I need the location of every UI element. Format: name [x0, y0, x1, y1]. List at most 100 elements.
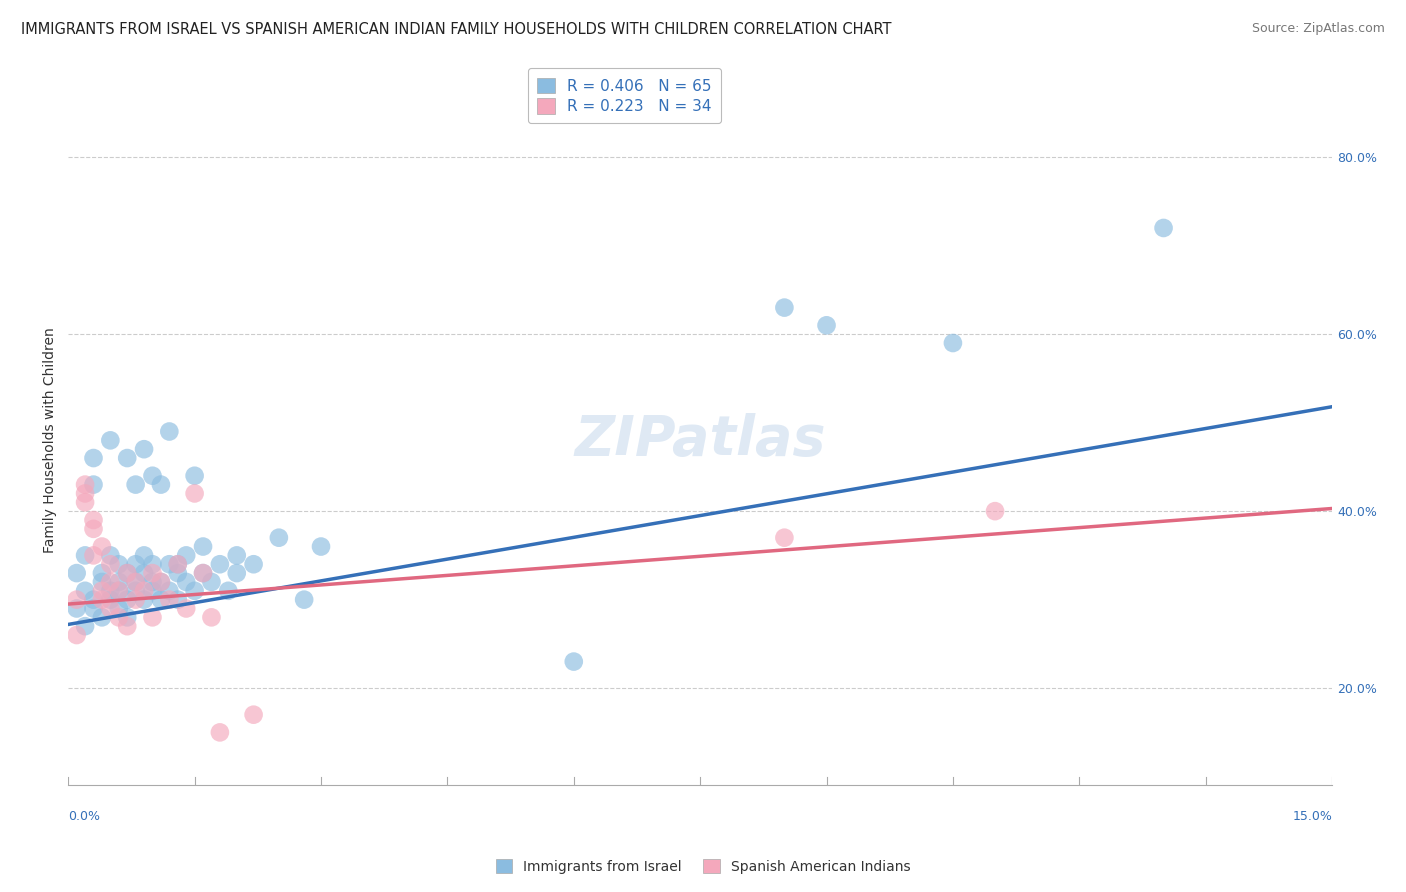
Point: [208, 725, 231, 739]
Point: [90, 540, 112, 554]
Point: [83, 477, 105, 491]
Point: [107, 601, 129, 615]
Point: [83, 522, 105, 536]
Point: [166, 592, 188, 607]
Point: [83, 451, 105, 466]
Text: ZIPatlas: ZIPatlas: [575, 413, 825, 467]
Point: [1153, 221, 1175, 235]
Point: [83, 601, 105, 615]
Point: [124, 558, 146, 572]
Point: [132, 583, 155, 598]
Point: [115, 566, 138, 580]
Point: [75, 477, 97, 491]
Legend: R = 0.406   N = 65, R = 0.223   N = 34: R = 0.406 N = 65, R = 0.223 N = 34: [527, 69, 721, 123]
Point: [75, 495, 97, 509]
Point: [141, 583, 163, 598]
Point: [166, 558, 188, 572]
Point: [75, 619, 97, 633]
Point: [75, 486, 97, 500]
Point: [124, 592, 146, 607]
Point: [66, 601, 89, 615]
Point: [942, 336, 965, 351]
Point: [132, 566, 155, 580]
Point: [107, 610, 129, 624]
Point: [98, 583, 121, 598]
Point: [115, 451, 138, 466]
Y-axis label: Family Households with Children: Family Households with Children: [44, 327, 58, 553]
Point: [90, 592, 112, 607]
Point: [149, 574, 172, 589]
Point: [166, 566, 188, 580]
Point: [132, 442, 155, 457]
Point: [183, 486, 205, 500]
Point: [141, 468, 163, 483]
Point: [66, 566, 89, 580]
Point: [107, 583, 129, 598]
Point: [98, 558, 121, 572]
Text: IMMIGRANTS FROM ISRAEL VS SPANISH AMERICAN INDIAN FAMILY HOUSEHOLDS WITH CHILDRE: IMMIGRANTS FROM ISRAEL VS SPANISH AMERIC…: [21, 22, 891, 37]
Point: [115, 566, 138, 580]
Legend: Immigrants from Israel, Spanish American Indians: Immigrants from Israel, Spanish American…: [489, 852, 917, 880]
Point: [157, 558, 180, 572]
Point: [98, 574, 121, 589]
Point: [124, 574, 146, 589]
Point: [75, 583, 97, 598]
Point: [157, 425, 180, 439]
Point: [141, 566, 163, 580]
Point: [292, 592, 315, 607]
Point: [90, 610, 112, 624]
Point: [132, 549, 155, 563]
Point: [183, 583, 205, 598]
Point: [149, 574, 172, 589]
Point: [66, 592, 89, 607]
Point: [107, 583, 129, 598]
Point: [208, 558, 231, 572]
Point: [98, 601, 121, 615]
Point: [75, 549, 97, 563]
Point: [242, 707, 264, 722]
Point: [191, 566, 214, 580]
Text: 15.0%: 15.0%: [1292, 811, 1331, 823]
Point: [191, 540, 214, 554]
Text: Source: ZipAtlas.com: Source: ZipAtlas.com: [1251, 22, 1385, 36]
Point: [98, 592, 121, 607]
Point: [149, 477, 172, 491]
Point: [115, 610, 138, 624]
Point: [242, 558, 264, 572]
Point: [98, 434, 121, 448]
Point: [225, 566, 247, 580]
Point: [225, 549, 247, 563]
Point: [90, 583, 112, 598]
Point: [90, 566, 112, 580]
Point: [98, 549, 121, 563]
Point: [115, 619, 138, 633]
Point: [174, 574, 197, 589]
Point: [183, 468, 205, 483]
Point: [984, 504, 1007, 518]
Point: [562, 655, 585, 669]
Point: [141, 558, 163, 572]
Point: [773, 301, 796, 315]
Point: [141, 574, 163, 589]
Point: [174, 601, 197, 615]
Point: [200, 574, 222, 589]
Point: [157, 592, 180, 607]
Point: [157, 583, 180, 598]
Point: [107, 574, 129, 589]
Point: [773, 531, 796, 545]
Point: [132, 592, 155, 607]
Point: [66, 628, 89, 642]
Point: [115, 592, 138, 607]
Point: [309, 540, 332, 554]
Point: [217, 583, 239, 598]
Point: [166, 558, 188, 572]
Point: [124, 574, 146, 589]
Point: [191, 566, 214, 580]
Point: [90, 574, 112, 589]
Point: [107, 558, 129, 572]
Text: 0.0%: 0.0%: [69, 811, 100, 823]
Point: [124, 477, 146, 491]
Point: [141, 610, 163, 624]
Point: [174, 549, 197, 563]
Point: [267, 531, 290, 545]
